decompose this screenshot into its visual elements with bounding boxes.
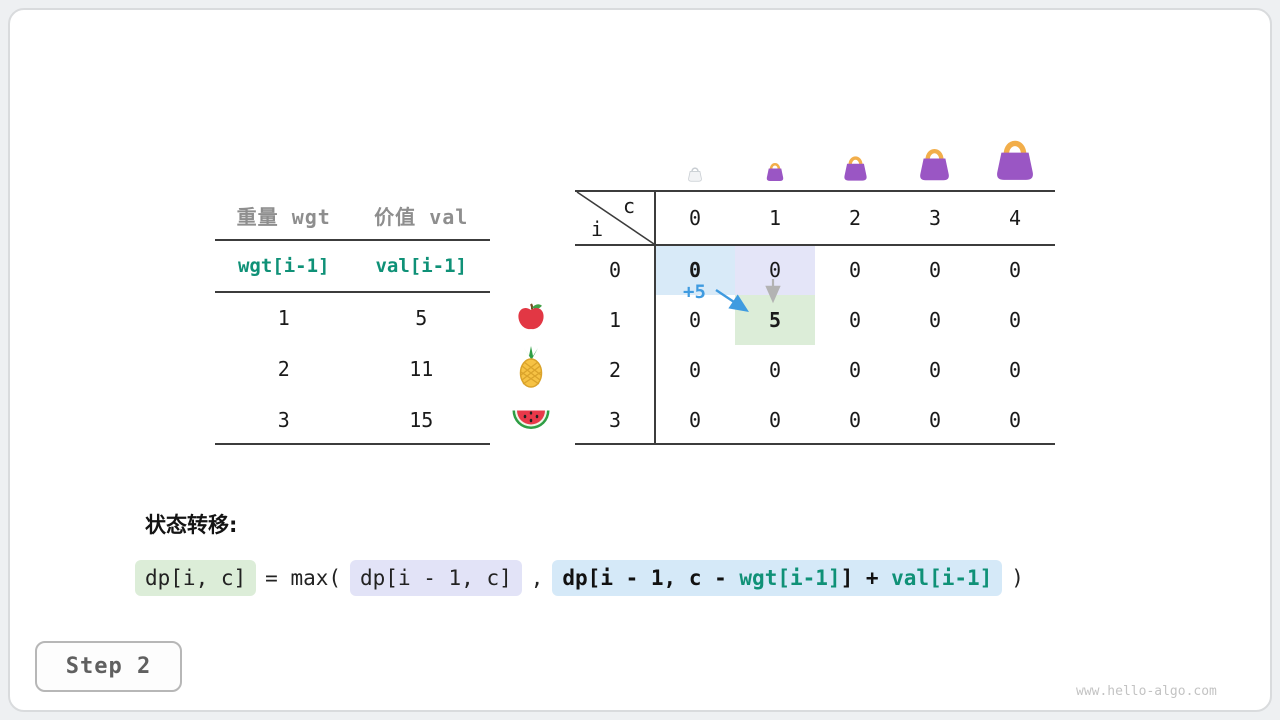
item-row-3: 3 15 — [215, 394, 490, 445]
dp-cell-0-3: 0 — [928, 258, 942, 282]
formula-arg2-wgt: wgt[i-1] — [739, 566, 841, 590]
watermelon-icon — [512, 410, 550, 429]
formula-op: = max( — [265, 566, 342, 590]
dp-row-header-0: 0 — [608, 258, 622, 282]
bag-medium-icon — [842, 151, 869, 182]
formula-comma: , — [530, 566, 544, 590]
value-column-header: 价值 val — [374, 204, 469, 229]
dp-cell-0-1: 0 — [735, 245, 815, 295]
dp-cell-2-2: 0 — [848, 358, 862, 382]
dp-cell-3-0: 0 — [688, 408, 702, 432]
formula-arg2: dp[i - 1, c - wgt[i-1]] + val[i-1] — [552, 560, 1003, 596]
items-table-index-row: wgt[i-1] val[i-1] — [215, 240, 490, 292]
formula-arg2-prefix: dp[i - 1, c - — [562, 566, 740, 590]
dp-col-header-2: 2 — [848, 205, 862, 230]
dp-cell-2-3: 0 — [928, 358, 942, 382]
bag-xlarge-icon — [993, 132, 1037, 182]
step-badge: Step 2 — [35, 641, 182, 692]
dp-cell-1-0: 0 — [688, 308, 702, 332]
bag-small-icon — [765, 159, 785, 182]
dp-col-axis-label: c — [622, 194, 635, 218]
item-row-1: 1 5 — [215, 292, 490, 343]
items-table: 重量 wgt 价值 val wgt[i-1] val[i-1] 1 5 2 11… — [215, 190, 490, 445]
formula-lhs: dp[i, c] — [135, 560, 257, 596]
pineapple-icon — [519, 346, 543, 388]
dp-cell-1-1: 5 — [735, 295, 815, 345]
dp-cell-3-1: 0 — [768, 408, 782, 432]
dp-cell-2-0: 0 — [688, 358, 702, 382]
state-transition-label: 状态转移: — [145, 513, 238, 537]
dp-row-axis-label: i — [591, 217, 604, 241]
dp-corner-cell: i c — [575, 190, 655, 245]
dp-cell-0-0: 0 — [655, 245, 735, 295]
dp-cell-3-4: 0 — [1008, 408, 1022, 432]
formula-arg2-val: val[i-1] — [891, 566, 993, 590]
dp-row-header-1: 1 — [608, 308, 622, 332]
item-row-2: 2 11 — [215, 343, 490, 394]
bag-ghost-icon — [687, 164, 703, 182]
plus-five-annotation: +5 — [683, 281, 706, 303]
watermark: www.hello-algo.com — [1076, 684, 1217, 699]
dp-row-header-3: 3 — [608, 408, 622, 432]
formula-arg2-mid: ] + — [840, 566, 892, 590]
dp-cell-3-3: 0 — [928, 408, 942, 432]
dp-table: i c 0 1 2 3 4 0 0 0 0 0 0 1 0 5 0 0 0 2 … — [575, 190, 1055, 445]
dp-cell-0-2: 0 — [848, 258, 862, 282]
dp-row-header-2: 2 — [608, 358, 622, 382]
formula-arg1: dp[i - 1, c] — [350, 560, 522, 596]
dp-col-header-4: 4 — [1008, 205, 1022, 230]
transition-formula: dp[i, c] = max( dp[i - 1, c] , dp[i - 1,… — [135, 560, 1024, 596]
item-2-weight: 2 — [277, 356, 290, 381]
dp-cell-1-4: 0 — [1008, 308, 1022, 332]
items-table-header: 重量 wgt 价值 val — [215, 190, 490, 240]
formula-close-paren: ) — [1011, 566, 1024, 590]
item-3-value: 15 — [409, 407, 434, 432]
val-index-label: val[i-1] — [375, 255, 467, 277]
dp-col-header-3: 3 — [928, 205, 942, 230]
dp-col-header-0: 0 — [688, 205, 702, 230]
dp-col-header-1: 1 — [768, 205, 782, 230]
dp-cell-1-2: 0 — [848, 308, 862, 332]
dp-cell-1-3: 0 — [928, 308, 942, 332]
item-1-weight: 1 — [277, 305, 290, 330]
dp-cell-2-1: 0 — [768, 358, 782, 382]
bag-large-icon — [917, 142, 952, 182]
item-3-weight: 3 — [277, 407, 290, 432]
item-2-value: 11 — [409, 356, 434, 381]
dp-cell-3-2: 0 — [848, 408, 862, 432]
apple-icon — [518, 303, 544, 330]
item-1-value: 5 — [415, 305, 428, 330]
wgt-index-label: wgt[i-1] — [237, 255, 330, 277]
dp-cell-2-4: 0 — [1008, 358, 1022, 382]
dp-cell-0-4: 0 — [1008, 258, 1022, 282]
weight-column-header: 重量 wgt — [236, 204, 331, 229]
